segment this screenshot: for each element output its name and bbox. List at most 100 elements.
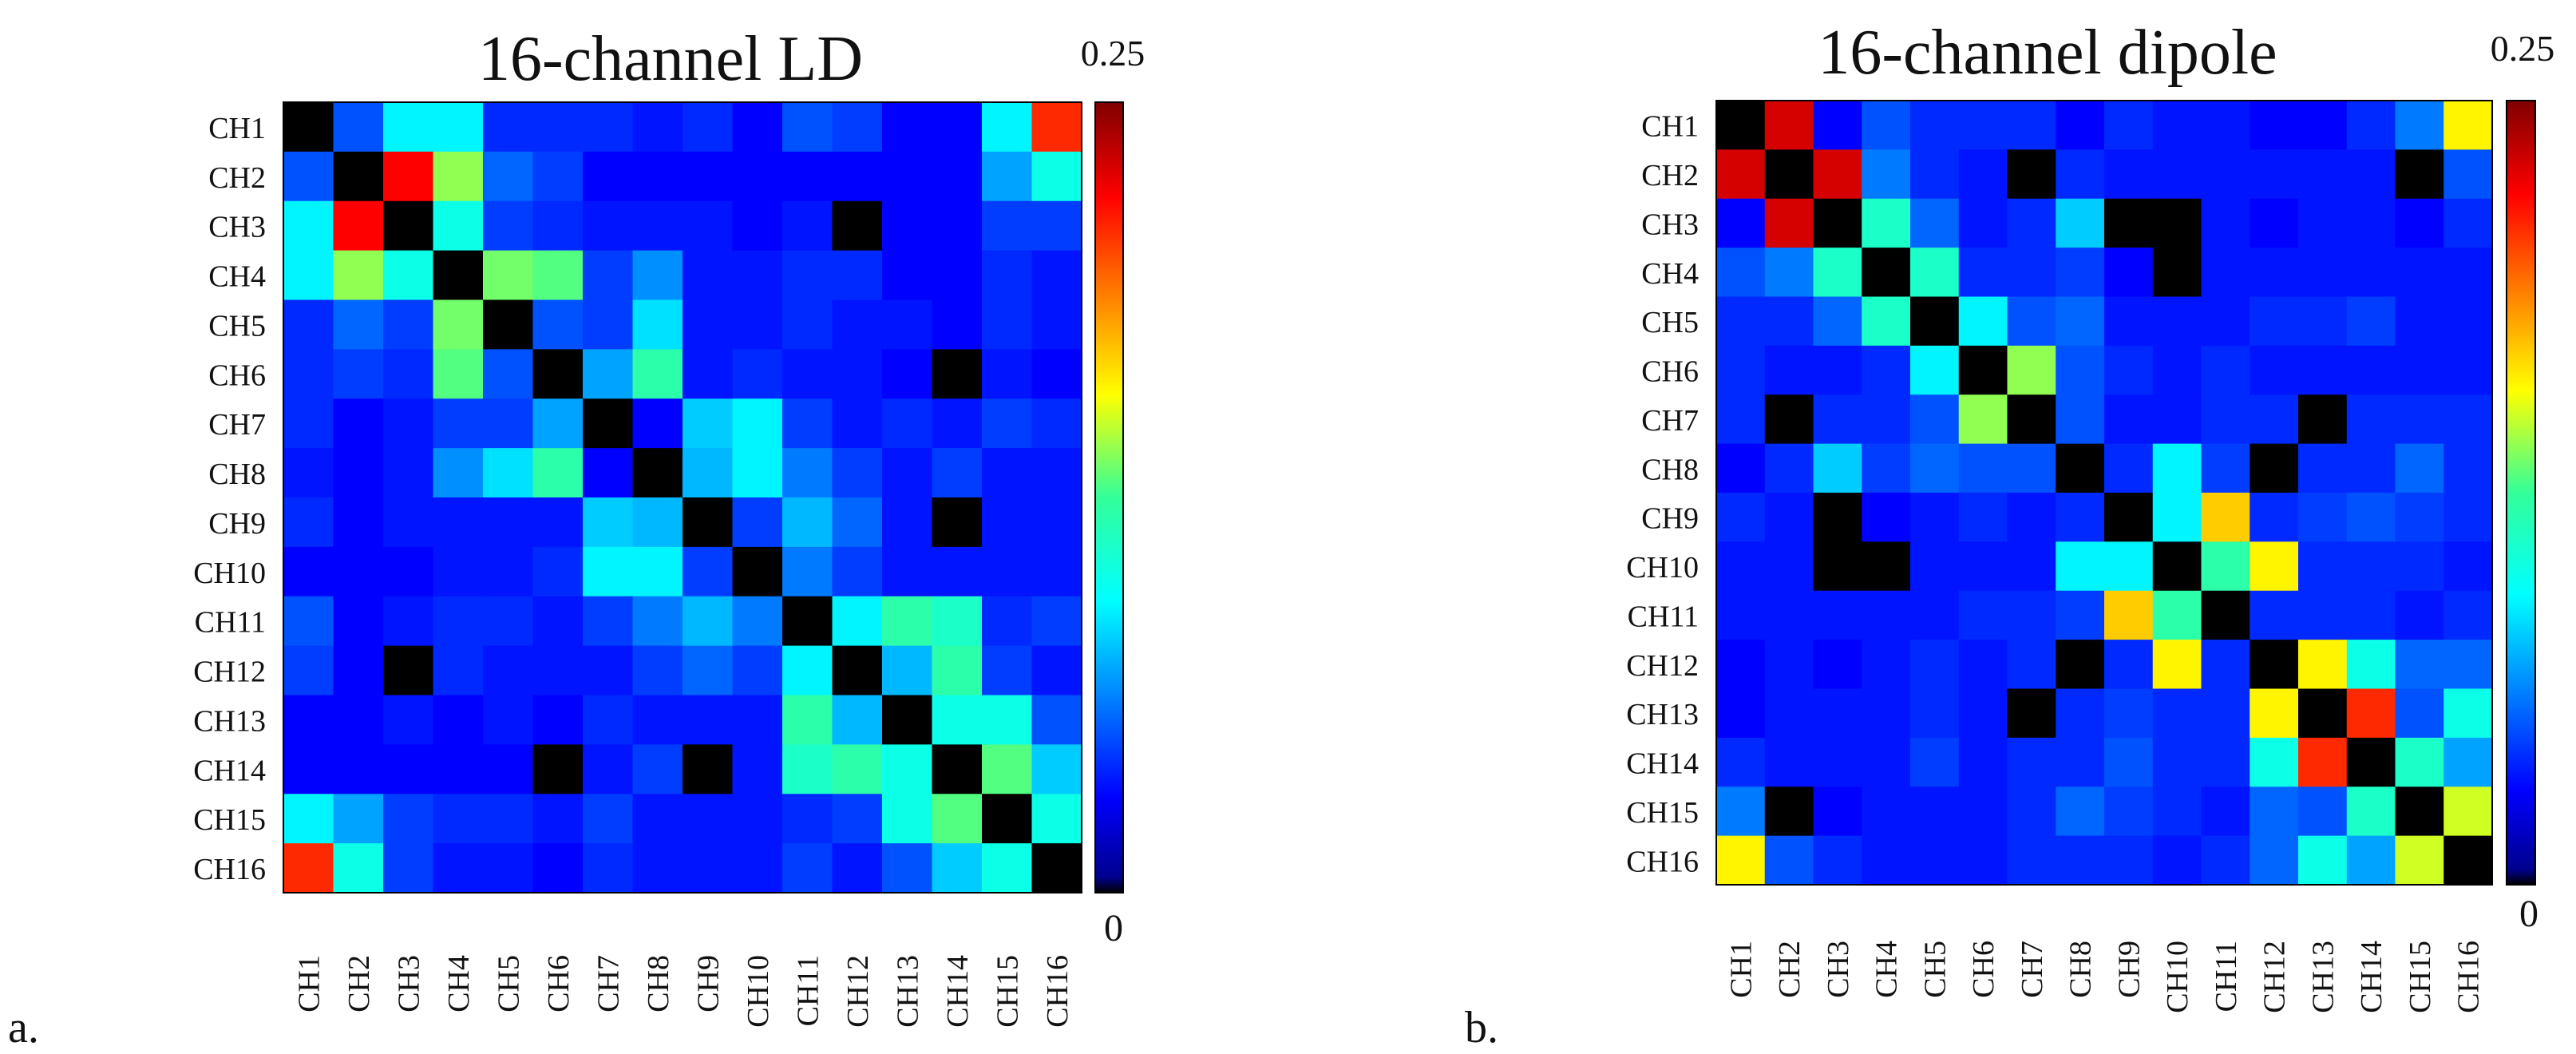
heatmap-cell-r2-c15: [982, 151, 1033, 202]
heatmap-cell-r11-c9: [2104, 590, 2154, 640]
heatmap-cell-r3-c15: [982, 200, 1033, 252]
heatmap-cell-r5-c2: [333, 299, 384, 350]
heatmap-cell-r7-c7: [2007, 394, 2056, 445]
heatmap-cell-r10-c10: [732, 546, 783, 597]
heatmap-cell-r8-c13: [882, 448, 933, 498]
heatmap-cell-r13-c6: [1958, 688, 2008, 739]
heatmap-cell-r9-c15: [982, 497, 1033, 548]
heatmap-cell-r6-c10: [732, 349, 783, 399]
heatmap-cell-r2-c14: [2346, 149, 2396, 200]
heatmap-cell-r2-c12: [2250, 149, 2299, 200]
column-label: CH15: [991, 955, 1024, 1028]
heatmap-cell-r9-c1: [1716, 493, 1766, 542]
heatmap-cell-r10-c7: [2007, 541, 2056, 592]
heatmap-cell-r1-c10: [732, 102, 783, 153]
heatmap-cell-r12-c4: [1862, 640, 1911, 690]
heatmap-cell-r15-c12: [2250, 787, 2299, 837]
colorbar: [1094, 101, 1124, 894]
heatmap-cell-r7-c13: [882, 398, 933, 449]
heatmap-cell-r15-c15: [982, 794, 1033, 844]
row-label: CH12: [1626, 649, 1699, 683]
heatmap-cell-r13-c7: [2007, 688, 2056, 739]
heatmap-cell-r1-c11: [2201, 101, 2250, 150]
heatmap-cell-r5-c8: [632, 299, 683, 350]
heatmap-cell-r13-c13: [2298, 688, 2348, 739]
heatmap-cell-r8-c7: [2007, 443, 2056, 493]
heatmap-cell-r11-c1: [283, 596, 334, 647]
heatmap-cell-r2-c6: [1958, 149, 2008, 200]
column-label: CH8: [2064, 941, 2098, 998]
heatmap-cell-r10-c13: [882, 546, 933, 597]
heatmap-cell-r8-c8: [632, 448, 683, 498]
heatmap-cell-r7-c12: [832, 398, 883, 449]
heatmap-cell-r10-c4: [433, 546, 484, 597]
heatmap-cell-r15-c2: [333, 794, 384, 844]
heatmap-cell-r9-c15: [2395, 493, 2444, 542]
heatmap-cell-r5-c4: [1862, 296, 1911, 347]
heatmap-cell-r8-c15: [982, 448, 1033, 498]
column-label: CH7: [592, 955, 625, 1012]
heatmap-cell-r1-c6: [1958, 101, 2008, 150]
heatmap-cell-r6-c9: [2104, 345, 2154, 395]
heatmap-cell-r2-c14: [932, 151, 983, 202]
heatmap-cell-r16-c2: [333, 843, 384, 894]
heatmap-cell-r3-c1: [1716, 198, 1766, 248]
heatmap-cell-r5-c1: [1716, 296, 1766, 347]
heatmap-cell-r2-c2: [1764, 149, 1814, 200]
heatmap-cell-r6-c1: [283, 349, 334, 399]
heatmap-cell-r16-c9: [2104, 835, 2154, 886]
heatmap-cell-r1-c12: [2250, 101, 2299, 150]
heatmap-cell-r13-c15: [2395, 688, 2444, 739]
heatmap-cell-r8-c15: [2395, 443, 2444, 493]
row-label: CH14: [193, 754, 266, 787]
heatmap-cell-r4-c5: [483, 250, 534, 301]
heatmap-cell-r9-c3: [383, 497, 434, 548]
heatmap-cell-r3-c13: [882, 200, 933, 252]
heatmap-cell-r6-c3: [1813, 345, 1862, 395]
heatmap-cell-r13-c1: [283, 695, 334, 745]
heatmap-cell-r8-c16: [2443, 443, 2493, 493]
heatmap-cell-r14-c14: [2346, 737, 2396, 787]
row-label: CH13: [1626, 698, 1699, 731]
heatmap-cell-r16-c10: [2152, 835, 2202, 886]
heatmap-cells: [1716, 101, 2493, 886]
heatmap-cell-r16-c9: [683, 843, 734, 894]
heatmap-cell-r3-c4: [1862, 198, 1911, 248]
heatmap-cell-r2-c2: [333, 151, 384, 202]
heatmap-cell-r4-c6: [532, 250, 584, 301]
heatmap-cell-r12-c10: [2152, 640, 2202, 690]
heatmap-cell-r6-c14: [2346, 345, 2396, 395]
heatmap-cell-r9-c7: [583, 497, 634, 548]
heatmap-cell-r16-c13: [882, 843, 933, 894]
heatmap-cell-r8-c12: [2250, 443, 2299, 493]
heatmap-cell-r3-c11: [2201, 198, 2250, 248]
heatmap-cell-r3-c12: [832, 200, 883, 252]
colorbar-max-label: 0.25: [1081, 33, 1146, 73]
heatmap-cell-r2-c15: [2395, 149, 2444, 200]
heatmap-cell-r13-c9: [2104, 688, 2154, 739]
heatmap-cell-r16-c14: [932, 843, 983, 894]
heatmap-cell-r14-c11: [2201, 737, 2250, 787]
heatmap-cell-r10-c16: [1031, 546, 1082, 597]
heatmap-cell-r3-c7: [2007, 198, 2056, 248]
heatmap-cell-r4-c11: [782, 250, 833, 301]
heatmap-cell-r1-c12: [832, 102, 883, 153]
heatmap-cell-r14-c5: [483, 744, 534, 794]
heatmap-cell-r6-c8: [2056, 345, 2105, 395]
heatmap-cell-r2-c5: [483, 151, 534, 202]
heatmap-cell-r13-c11: [782, 695, 833, 745]
heatmap-cell-r3-c3: [383, 200, 434, 252]
heatmap-cell-r4-c7: [2007, 248, 2056, 298]
heatmap-cell-r16-c3: [1813, 835, 1862, 886]
heatmap-cell-r4-c4: [1862, 248, 1911, 298]
heatmap-cell-r11-c14: [2346, 590, 2396, 640]
heatmap-cell-r7-c8: [2056, 394, 2105, 445]
heatmap-cell-r5-c7: [583, 299, 634, 350]
heatmap-cell-r13-c10: [2152, 688, 2202, 739]
heatmap-cell-r9-c7: [2007, 493, 2056, 542]
heatmap-cell-r6-c12: [2250, 345, 2299, 395]
heatmap-cell-r6-c10: [2152, 345, 2202, 395]
row-label: CH16: [193, 853, 266, 886]
heatmap-cell-r5-c6: [1958, 296, 2008, 347]
heatmap-cell-r12-c13: [882, 645, 933, 696]
